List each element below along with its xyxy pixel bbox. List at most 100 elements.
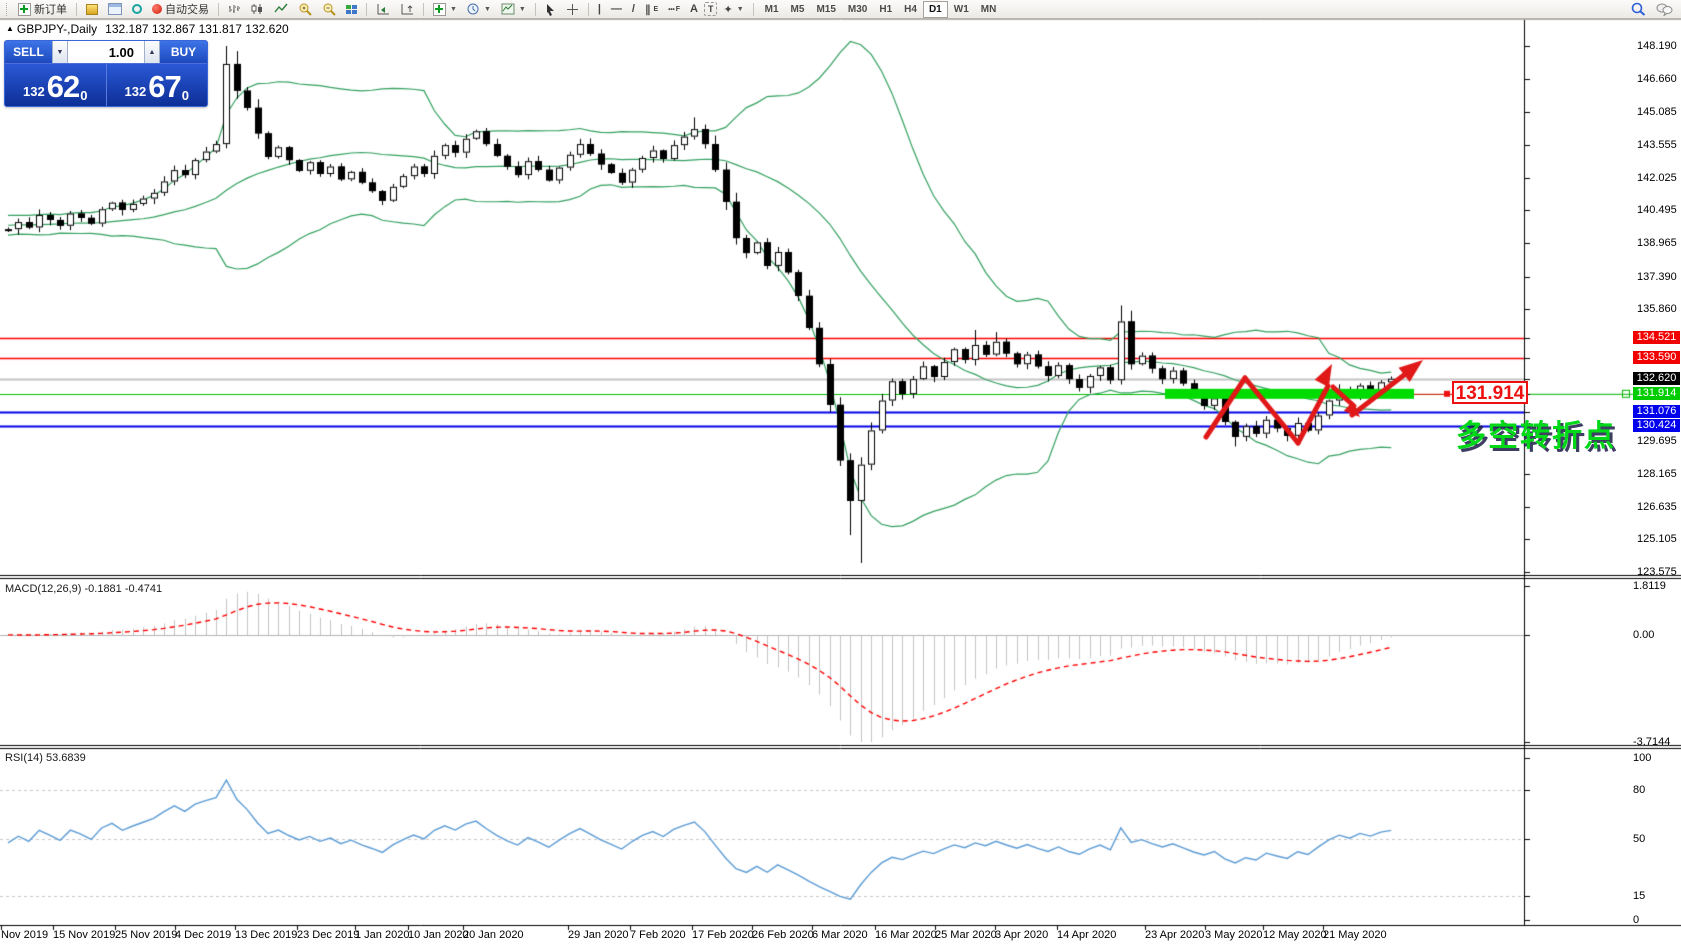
date-tick-label: 13 Dec 2019 (235, 929, 298, 941)
price-tick-label: 145.085 (1637, 106, 1677, 119)
channel-tool[interactable]: ∥ E (644, 3, 659, 16)
chevron-down-icon: ▼ (736, 5, 744, 13)
date-tick-label: 23 Dec 2019 (297, 929, 360, 941)
price-tick-label: 148.190 (1637, 40, 1677, 52)
clock-icon (467, 3, 479, 14)
volume-up-button[interactable]: ▲ (144, 41, 160, 63)
sell-button[interactable]: SELL (5, 41, 52, 63)
macd-axis-label: 0.00 (1633, 629, 1655, 641)
rsi-axis-label: 80 (1633, 784, 1646, 797)
templates-button[interactable]: ▼ (497, 1, 530, 17)
chart-collapse-icon[interactable]: ▲ (6, 24, 14, 33)
candlestick-icon (251, 4, 262, 14)
price-tick-label: 128.165 (1637, 467, 1677, 480)
cursor-button[interactable] (541, 1, 560, 17)
date-tick-label: 15 Nov 2019 (53, 929, 116, 941)
volume-input[interactable]: 1.00 (68, 41, 144, 63)
date-tick-label: 10 Jan 2020 (408, 929, 469, 941)
text-label-tool[interactable]: T (703, 2, 718, 16)
bar-chart-icon (229, 5, 240, 13)
chart-shift-button[interactable] (372, 1, 394, 17)
price-badge: 130.424 (1633, 418, 1680, 432)
date-tick-label: 16 Mar 2020 (875, 929, 937, 941)
macd-axis-label: -3.7144 (1633, 736, 1671, 748)
date-tick-label: 3 May 2020 (1205, 929, 1263, 941)
autotrade-icon (152, 4, 162, 14)
timeframe-M1[interactable]: M1 (764, 3, 779, 15)
one-click-trading-panel: SELL ▼ 1.00 ▲ BUY 132 62 0 132 67 0 (4, 40, 208, 107)
tile-windows-button[interactable] (342, 1, 361, 17)
sell-price[interactable]: 132 62 0 (5, 64, 107, 106)
chevron-down-icon: ▼ (483, 5, 491, 13)
cursor-arrow-icon (546, 3, 554, 16)
horizontal-line-tool[interactable]: — (610, 3, 622, 15)
timeframe-D1[interactable]: D1 (922, 0, 948, 18)
chevron-down-icon: ▼ (518, 5, 526, 13)
vertical-line-tool[interactable]: | (597, 3, 601, 15)
buy-price-whole: 132 (124, 84, 147, 99)
timeframe-H1[interactable]: H1 (879, 3, 893, 15)
chat-icon (1656, 3, 1673, 16)
price-tick-label: 137.390 (1637, 270, 1677, 283)
buy-button[interactable]: BUY (160, 41, 207, 63)
date-tick-label: 26 Feb 2020 (752, 929, 814, 941)
date-tick-label: 23 Apr 2020 (1145, 929, 1205, 941)
indicators-button[interactable]: ▼ (429, 1, 461, 17)
zoom-in-button[interactable] (294, 1, 316, 17)
buy-price[interactable]: 132 67 0 (106, 64, 207, 106)
crosshair-icon (566, 3, 578, 15)
fibonacci-tool[interactable]: ┅ F (668, 3, 681, 16)
timeframe-M15[interactable]: M15 (816, 3, 836, 15)
main-toolbar: 新订单 自动交易 ▼ ▼ ▼ | — / ∥ E ┅ F A T ✦ ▼ (0, 0, 1681, 19)
indicators-icon (433, 2, 446, 16)
chat-button[interactable] (1652, 1, 1677, 17)
timeframe-H4[interactable]: H4 (904, 3, 917, 15)
crosshair-button[interactable] (562, 1, 583, 17)
price-tick-label: 142.025 (1637, 171, 1677, 184)
new-order-button[interactable]: 新订单 (14, 1, 71, 17)
line-chart-mode-button[interactable] (270, 1, 292, 17)
text-tool[interactable]: A (690, 3, 698, 15)
timeframe-M5[interactable]: M5 (790, 3, 805, 15)
volume-down-button[interactable]: ▼ (52, 41, 68, 63)
chart-window-button[interactable] (104, 1, 126, 17)
price-callout-label[interactable]: 131.914 (1452, 381, 1528, 404)
trendline-tool[interactable]: / (631, 3, 635, 15)
price-tick-label: 140.495 (1637, 204, 1677, 217)
shapes-tool[interactable]: ✦ ▼ (723, 3, 744, 16)
annotation-text[interactable]: 多空转折点 (1456, 420, 1616, 453)
date-tick-label: 25 Mar 2020 (935, 929, 997, 941)
price-tick-label: 146.660 (1637, 72, 1677, 85)
rsi-axis-label: 15 (1633, 889, 1646, 902)
separator (423, 2, 424, 16)
price-badge: 133.590 (1633, 351, 1680, 364)
timeframe-M30[interactable]: M30 (847, 3, 868, 15)
date-tick-label: 1 Jan 2020 (355, 929, 410, 941)
bar-chart-mode-button[interactable] (224, 1, 245, 17)
timeframe-W1[interactable]: W1 (953, 3, 969, 15)
signals-button[interactable] (128, 1, 146, 17)
line-chart-icon (274, 3, 288, 13)
timeframe-MN[interactable]: MN (980, 3, 997, 15)
zoom-out-button[interactable] (318, 1, 340, 17)
date-tick-label: 29 Jan 2020 (568, 929, 629, 941)
chart-shift-icon (377, 4, 389, 15)
chart-autoscroll-button[interactable] (396, 1, 418, 17)
periods-button[interactable]: ▼ (463, 1, 495, 17)
candle-chart-mode-button[interactable] (247, 1, 268, 17)
date-tick-label: 17 Feb 2020 (692, 929, 754, 941)
search-button[interactable] (1627, 1, 1650, 17)
buy-price-pipette: 0 (181, 88, 189, 103)
autotrade-label: 自动交易 (165, 4, 209, 16)
sell-price-pips: 62 (46, 69, 80, 104)
autotrade-button[interactable]: 自动交易 (148, 1, 213, 17)
zoom-in-icon (299, 3, 312, 16)
toolbar-grip[interactable] (6, 2, 10, 16)
date-tick-label: 21 May 2020 (1323, 929, 1387, 941)
sell-price-whole: 132 (23, 84, 45, 99)
cube-icon (86, 3, 98, 15)
market-watch-button[interactable] (82, 1, 102, 17)
zoom-out-icon (323, 3, 336, 16)
